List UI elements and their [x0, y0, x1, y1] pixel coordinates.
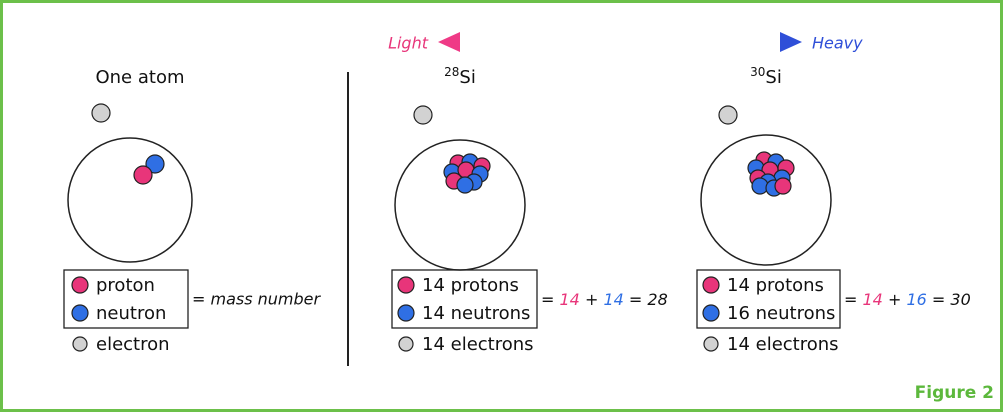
legend-item: 16 neutrons [727, 303, 835, 324]
symbol: Si [459, 67, 475, 88]
isotope-label: 28Si [444, 65, 476, 89]
legend-item: 14 protons [727, 275, 824, 296]
legend-item: electron [96, 334, 170, 355]
legend-item: proton [96, 275, 155, 296]
atom [395, 106, 525, 270]
eq-part: 16 [906, 290, 926, 309]
legend-item: neutron [96, 303, 166, 324]
legend-item: 14 electrons [422, 334, 534, 355]
figure-label: Figure 2 [915, 383, 994, 403]
eq-part: 14 [560, 290, 580, 309]
isotope-label: 30Si [750, 65, 782, 89]
eq-part: = [541, 290, 554, 309]
mass-number: 28 [444, 65, 459, 79]
figure: Light Heavy One atom proton neutron elec… [0, 0, 1003, 412]
eq-part: = [844, 290, 857, 309]
eq-part: + [888, 290, 901, 309]
light-label: Light [388, 34, 429, 53]
mass-number: 30 [750, 65, 765, 79]
eq-part: 14 [863, 290, 883, 309]
symbol: Si [765, 67, 781, 88]
heavy-label: Heavy [812, 34, 863, 53]
legend-item: 14 protons [422, 275, 519, 296]
equation: = 14 + 14 = 28 [541, 290, 668, 309]
atom [68, 104, 192, 262]
atom-title: One atom [95, 67, 184, 88]
eq-part: + [585, 290, 598, 309]
equation: = mass number [192, 290, 322, 309]
arrow [438, 32, 802, 52]
eq-part: = 28 [629, 290, 668, 309]
eq-part: 14 [603, 290, 623, 309]
legend-item: 14 neutrons [422, 303, 530, 324]
legend-item: 14 electrons [727, 334, 839, 355]
atom [701, 106, 831, 265]
equation: = 14 + 16 = 30 [844, 290, 971, 309]
eq-part: = 30 [932, 290, 971, 309]
